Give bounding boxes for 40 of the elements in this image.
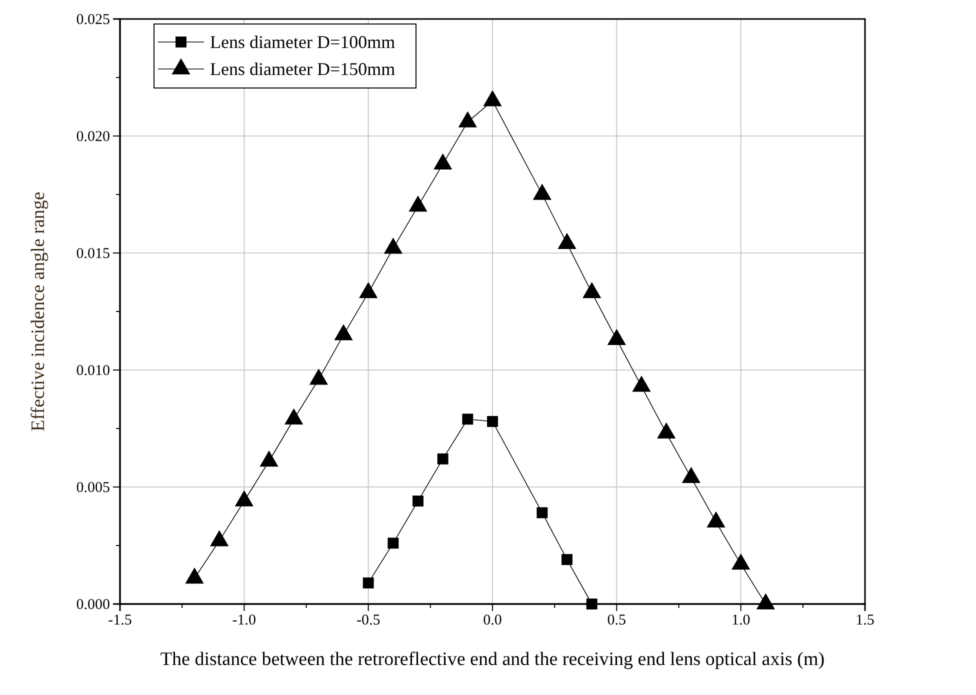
point [185, 568, 204, 584]
point [607, 328, 626, 345]
point [334, 324, 353, 340]
point [434, 153, 452, 170]
point [532, 184, 552, 200]
point [558, 232, 576, 250]
y-tick-label: 0.020 [76, 128, 110, 145]
y-axis-title: Effective incidence angle range [28, 192, 49, 432]
point [582, 282, 602, 298]
point [234, 490, 254, 506]
point [657, 422, 676, 439]
y-tick-label: 0.005 [76, 480, 110, 496]
point [408, 195, 428, 212]
x-tick-label: -0.5 [356, 612, 380, 629]
x-tick-label: -1.0 [232, 612, 256, 629]
point [632, 376, 651, 392]
y-tick-label: 0.025 [76, 12, 110, 28]
point [458, 111, 477, 128]
x-tick-label: 1.5 [856, 612, 874, 629]
point [260, 450, 278, 467]
point [284, 408, 304, 425]
x-tick-label: 1.0 [731, 612, 750, 629]
point [756, 593, 775, 610]
point [732, 553, 750, 570]
point [682, 466, 700, 484]
point [483, 90, 502, 106]
point [384, 238, 402, 254]
x-tick-label: -1.5 [108, 612, 132, 629]
y-tick-label: 0.015 [76, 246, 110, 262]
legend-label: Lens diameter D=150mm [210, 59, 396, 79]
point [309, 368, 328, 385]
x-axis-title: The distance between the retroreflective end and the receiving end lens optical axis (m) [160, 649, 825, 670]
point [359, 282, 378, 298]
x-tick-label: 0.5 [607, 612, 626, 629]
point [706, 511, 726, 528]
legend-label: Lens diameter D=100mm [210, 32, 396, 52]
y-tick-label: 0.010 [76, 362, 110, 379]
y-tick-label: 0.000 [76, 596, 110, 613]
x-tick-label: 0.0 [483, 612, 502, 629]
point [210, 530, 229, 546]
